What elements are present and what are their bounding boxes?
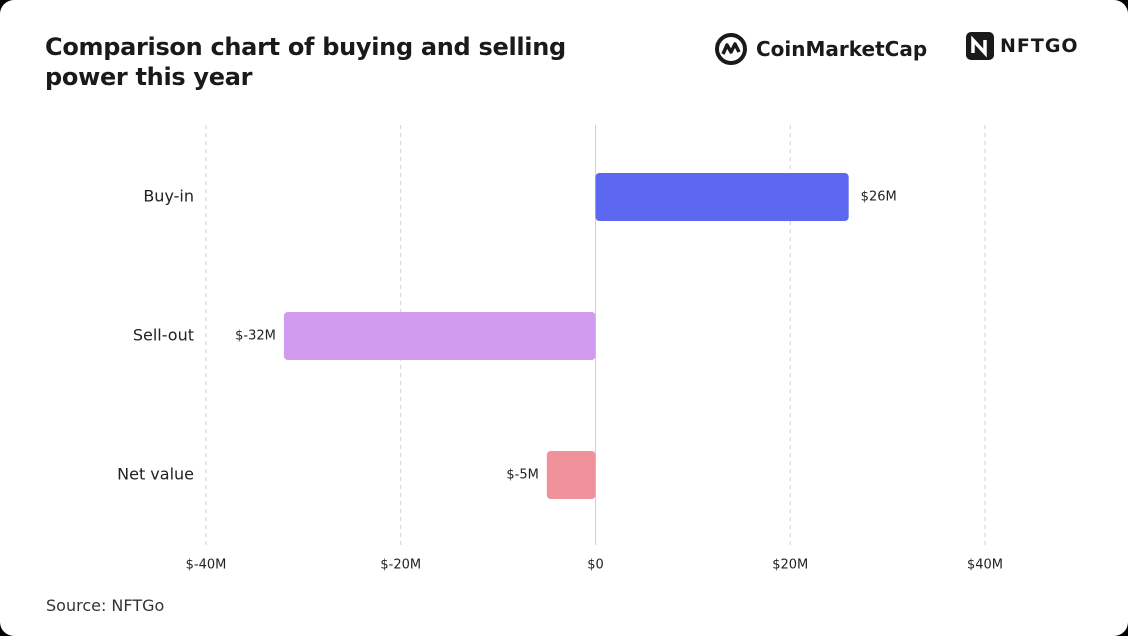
source: Source: NFTGo xyxy=(46,596,165,615)
x-tick-label: $-40M xyxy=(186,558,227,573)
y-tick-label: Buy-in xyxy=(143,187,194,206)
x-tick-label: $-20M xyxy=(380,558,421,573)
value-label: $-5M xyxy=(506,468,538,483)
x-tick-label: $0 xyxy=(587,558,604,573)
value-label: $-32M xyxy=(235,329,276,344)
chart-title: Comparison chart of buying and selling p… xyxy=(45,33,566,91)
value-label: $26M xyxy=(861,190,897,205)
bar xyxy=(595,173,849,221)
logo-text: NFTGO xyxy=(1000,35,1079,57)
bar xyxy=(283,312,596,360)
logo: CoinMarketCap xyxy=(714,32,927,66)
logo: NFTGO xyxy=(966,32,1079,60)
x-tick-label: $40M xyxy=(967,558,1003,573)
logo-icon xyxy=(715,33,747,65)
logo-text: CoinMarketCap xyxy=(756,37,928,61)
x-tick-label: $20M xyxy=(772,558,808,573)
bar xyxy=(546,451,596,499)
logo-icon xyxy=(966,32,994,60)
y-tick-label: Sell-out xyxy=(133,326,194,345)
y-tick-label: Net value xyxy=(117,465,194,484)
